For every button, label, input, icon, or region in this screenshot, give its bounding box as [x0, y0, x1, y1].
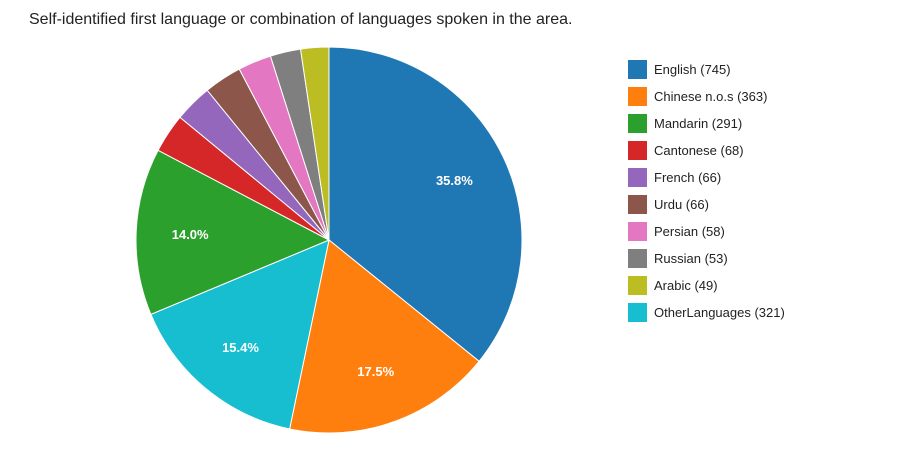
legend-swatch — [628, 87, 647, 106]
legend-swatch — [628, 141, 647, 160]
legend-label: Cantonese (68) — [654, 143, 744, 158]
legend-label: Russian (53) — [654, 251, 728, 266]
legend-swatch — [628, 60, 647, 79]
pie-slice-mandarin — [135, 149, 331, 316]
pie-slice-chinese-n-o-s — [289, 239, 480, 434]
legend-label: Mandarin (291) — [654, 116, 743, 131]
legend-label: French (66) — [654, 170, 722, 185]
chart-title: Self-identified first language or combin… — [29, 11, 573, 28]
pie-slice-otherlanguages — [150, 239, 330, 430]
slice-label-english: 35.8% — [436, 173, 473, 188]
legend-label: Persian (58) — [654, 224, 725, 239]
legend-label: English (745) — [654, 62, 731, 77]
legend-swatch — [628, 195, 647, 214]
legend-label: OtherLanguages (321) — [654, 305, 785, 320]
legend-swatch — [628, 249, 647, 268]
pie-slice-arabic — [299, 46, 330, 241]
legend-swatch — [628, 168, 647, 187]
slice-label-otherlanguages: 15.4% — [222, 340, 259, 355]
legend-swatch — [628, 222, 647, 241]
legend-label: Chinese n.o.s (363) — [654, 89, 768, 104]
legend-label: Arabic (49) — [654, 278, 718, 293]
slice-label-mandarin: 14.0% — [172, 227, 209, 242]
legend-swatch — [628, 114, 647, 133]
slice-label-chinese-n-o-s: 17.5% — [357, 364, 394, 379]
legend-label: Urdu (66) — [654, 197, 709, 212]
pie-slice-english — [328, 46, 523, 363]
legend-swatch — [628, 276, 647, 295]
legend-swatch — [628, 303, 647, 322]
